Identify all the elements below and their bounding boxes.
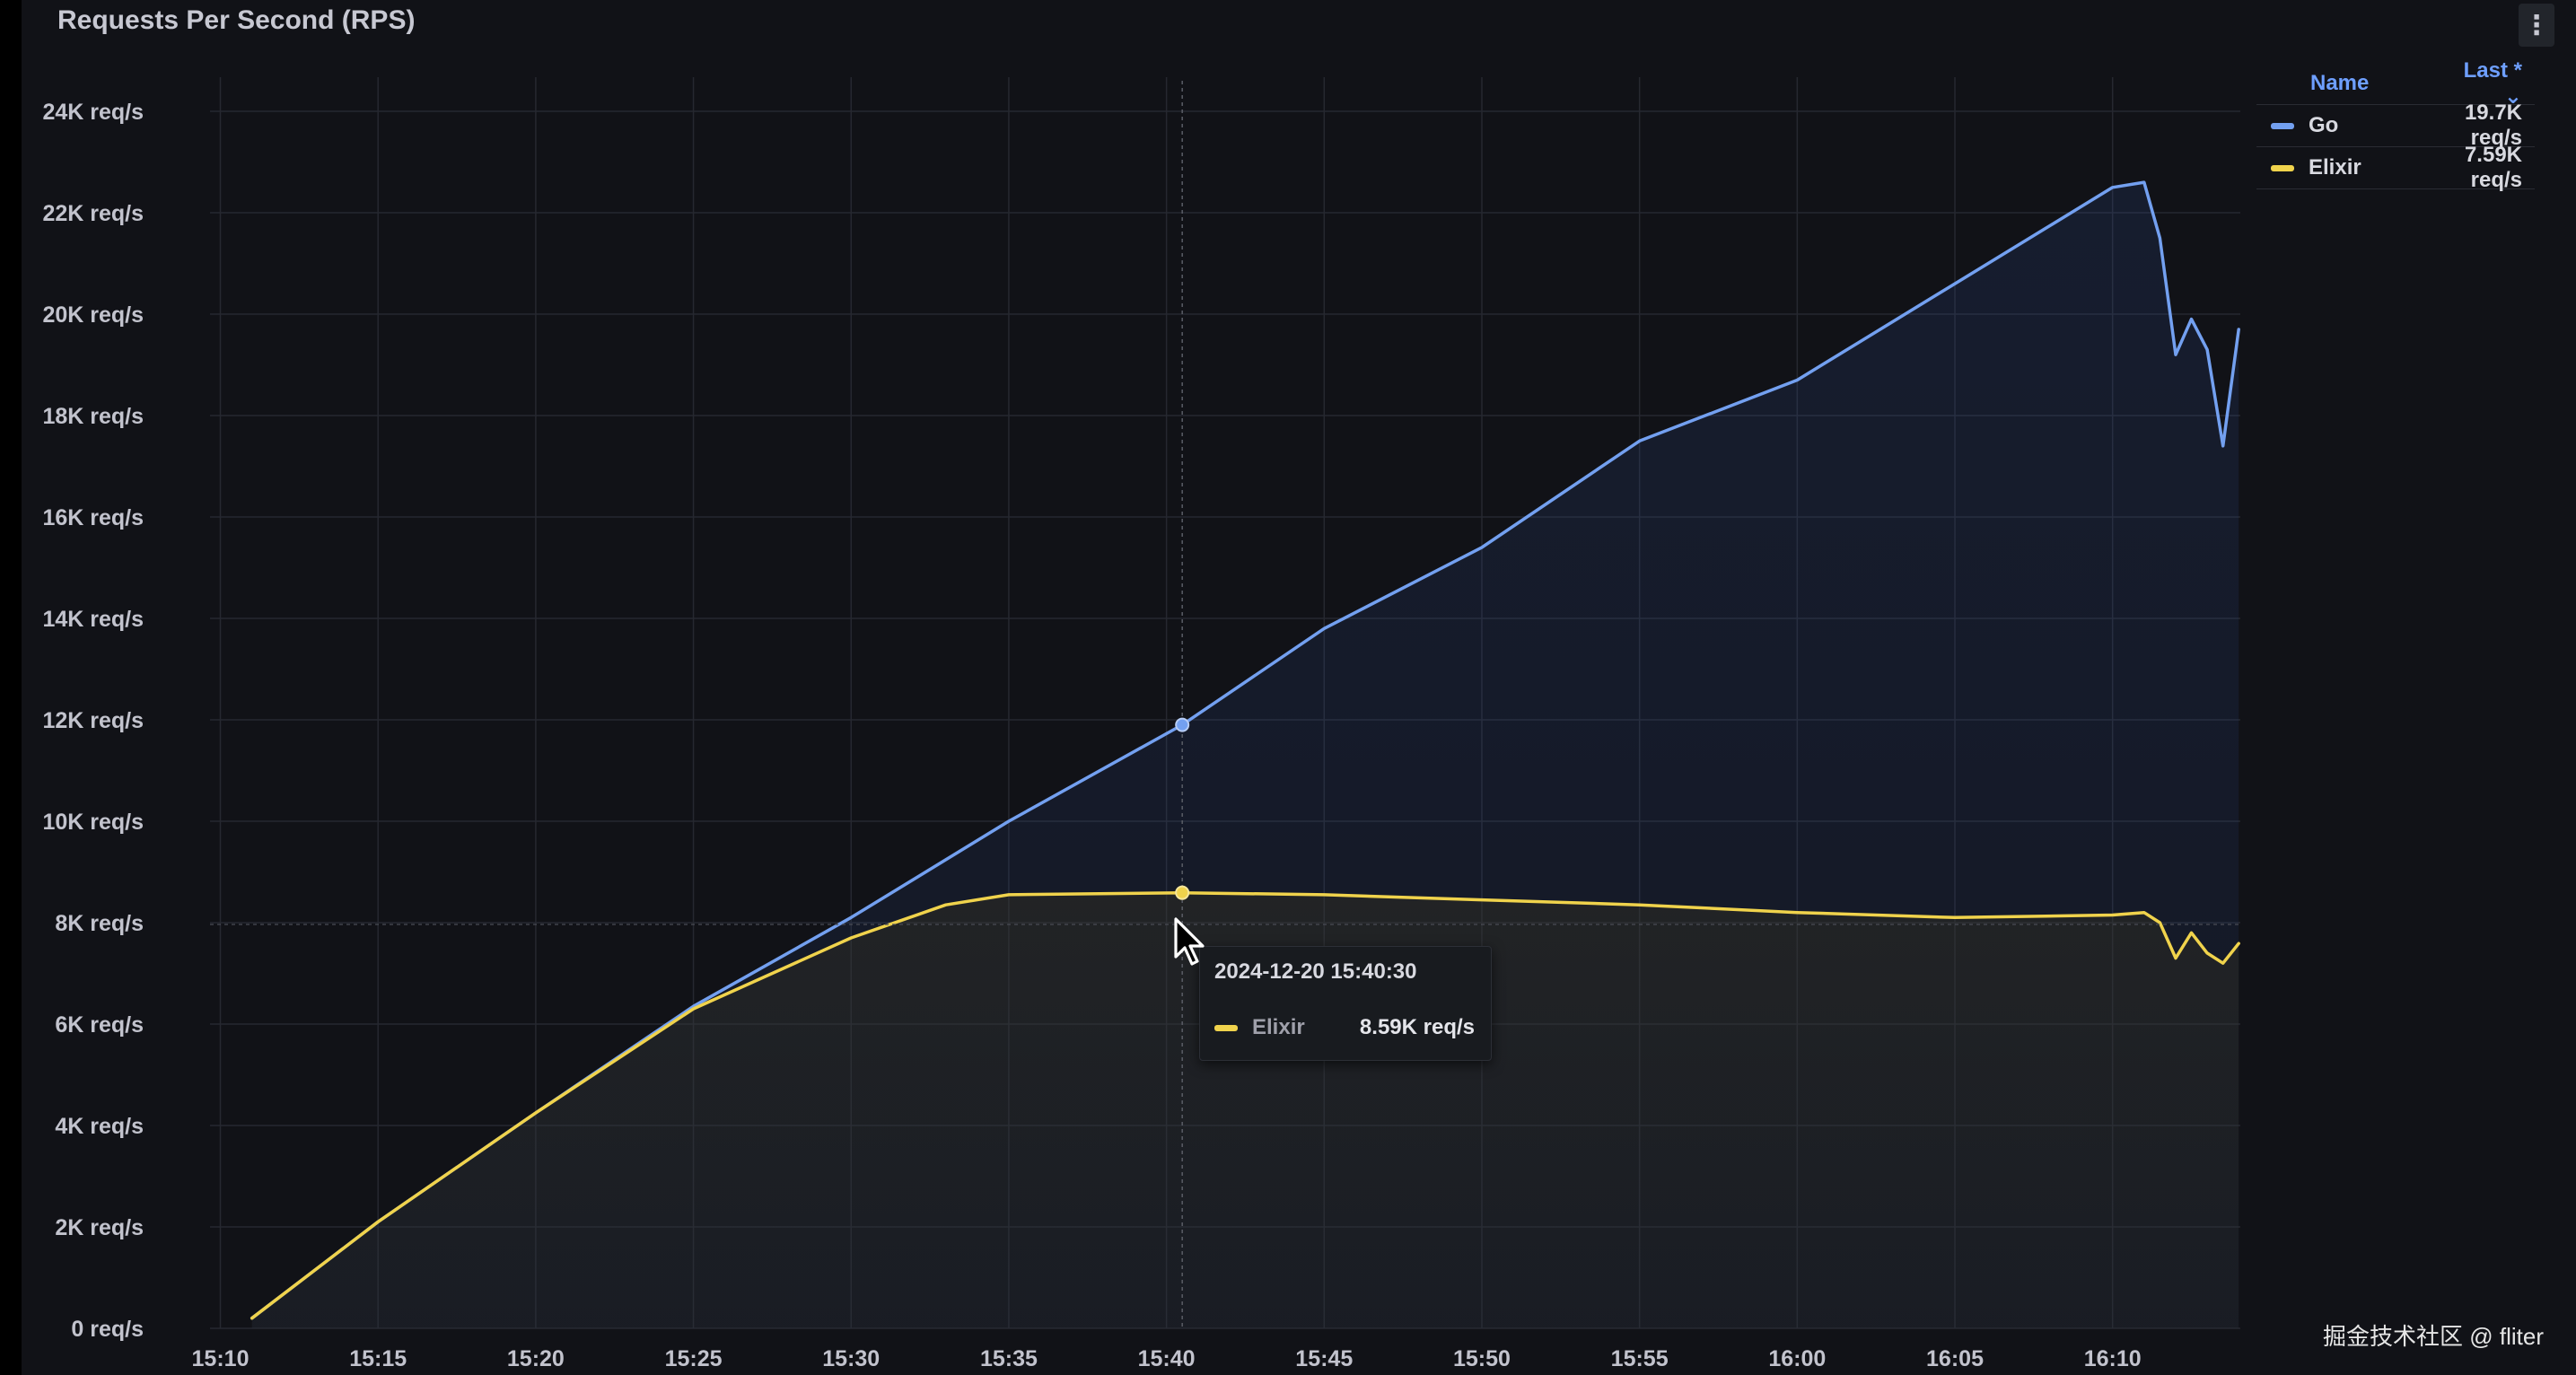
legend-row-go[interactable]: Go 19.7K req/s <box>2256 101 2535 150</box>
x-tick-label: 16:05 <box>1926 1346 1984 1371</box>
tooltip-series-name: Elixir <box>1252 1015 1305 1039</box>
y-tick-label: 24K req/s <box>42 100 144 125</box>
hover-tooltip: 2024-12-20 15:40:30 Elixir 8.59K req/s <box>1199 946 1492 1061</box>
chevron-down-icon: ⌄ <box>2503 83 2522 109</box>
x-axis: 15:10 15:15 15:20 15:25 15:30 15:35 15:40 15:45… <box>192 1346 2142 1371</box>
x-tick-label: 15:55 <box>1611 1346 1669 1371</box>
legend-series-name: Elixir <box>2309 155 2361 180</box>
legend-series-last: 7.59K req/s <box>2464 143 2522 192</box>
legend-series-name: Go <box>2309 113 2339 137</box>
x-tick-label: 15:20 <box>507 1346 565 1371</box>
legend-table: Name Last * ⌄ Go 19.7K req/s Elixir 7.59… <box>2256 58 2535 192</box>
x-tick-label: 15:10 <box>192 1346 250 1371</box>
tooltip-time: 2024-12-20 15:40:30 <box>1214 959 1417 984</box>
tooltip-row-elixir: Elixir 8.59K req/s <box>1214 1015 1475 1040</box>
panel-menu-kebab-icon[interactable]: ⋮ <box>2519 4 2554 47</box>
legend-row-elixir[interactable]: Elixir 7.59K req/s <box>2256 143 2535 192</box>
y-tick-label: 4K req/s <box>55 1114 144 1139</box>
x-tick-label: 15:45 <box>1295 1346 1353 1371</box>
watermark: 掘金技术社区 @ fliter <box>2323 1323 2544 1350</box>
legend-series-last: 19.7K req/s <box>2464 101 2522 150</box>
series-line-go <box>250 180 2240 1320</box>
series-areas <box>251 182 2239 1329</box>
y-axis: 0 req/s 2K req/s 4K req/s 6K req/s 8K req/s 1… <box>42 100 144 1342</box>
x-tick-label: 15:50 <box>1453 1346 1511 1371</box>
y-tick-label: 6K req/s <box>55 1012 144 1038</box>
hover-crosshair <box>210 81 2240 1328</box>
y-tick-label: 20K req/s <box>42 302 144 328</box>
legend-header-name[interactable]: Name <box>2310 71 2370 95</box>
y-tick-label: 18K req/s <box>42 404 144 429</box>
x-tick-label: 16:00 <box>1768 1346 1826 1371</box>
x-tick-label: 15:15 <box>349 1346 407 1371</box>
legend-header: Name Last * ⌄ <box>2256 58 2535 109</box>
y-tick-label: 0 req/s <box>71 1317 144 1342</box>
y-tick-label: 14K req/s <box>42 607 144 632</box>
y-tick-label: 10K req/s <box>42 810 144 835</box>
tooltip-swatch-elixir <box>1214 1024 1238 1031</box>
series-area-elixir <box>251 892 2239 1328</box>
y-tick-label: 12K req/s <box>42 708 144 733</box>
x-tick-label: 16:10 <box>2084 1346 2142 1371</box>
y-tick-label: 16K req/s <box>42 505 144 530</box>
x-tick-label: 15:40 <box>1138 1346 1196 1371</box>
series-line-elixir <box>250 890 2240 1320</box>
tooltip-series-value: 8.59K req/s <box>1359 1015 1475 1039</box>
x-tick-label: 15:35 <box>980 1346 1038 1371</box>
hover-point-elixir <box>1175 885 1190 900</box>
x-tick-label: 15:30 <box>822 1346 880 1371</box>
x-tick-label: 15:25 <box>665 1346 723 1371</box>
y-tick-label: 2K req/s <box>55 1215 144 1240</box>
y-tick-label: 8K req/s <box>55 911 144 936</box>
mouse-pointer-icon <box>1174 917 1205 966</box>
hover-point-go <box>1175 717 1190 732</box>
legend-swatch-go <box>2271 122 2294 129</box>
legend-swatch-elixir <box>2271 164 2294 171</box>
y-tick-label: 22K req/s <box>42 201 144 226</box>
series-lines <box>250 180 2240 1320</box>
panel-title: Requests Per Second (RPS) <box>57 5 416 35</box>
legend-header-last-sort[interactable]: Last * ⌄ <box>2463 57 2522 109</box>
